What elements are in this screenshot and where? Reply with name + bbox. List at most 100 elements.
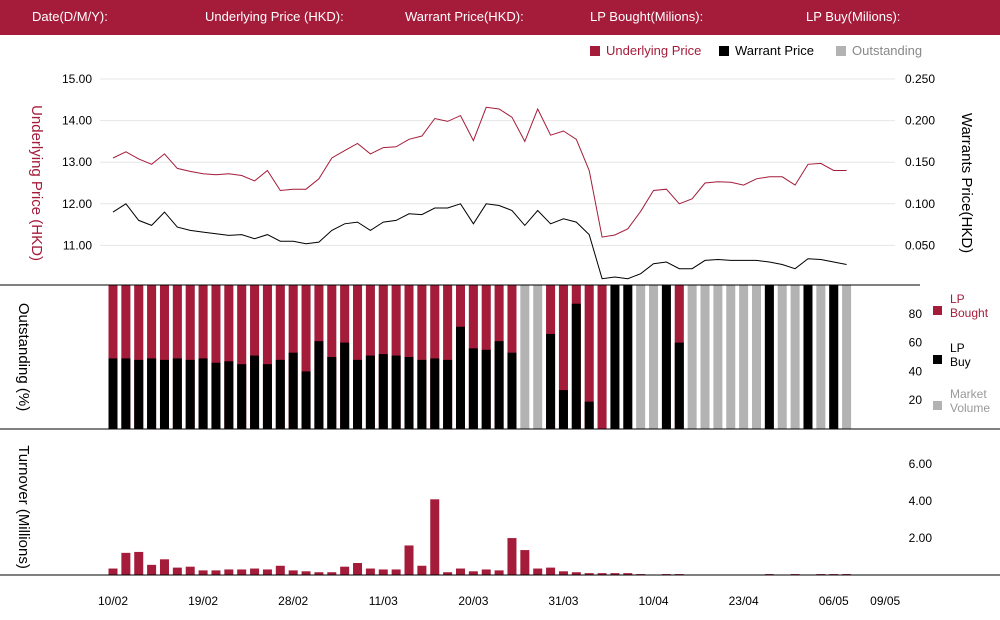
x-tick-label: 19/02 xyxy=(188,594,218,608)
legend-label: Market xyxy=(950,387,987,401)
outstanding-bar-lp-buy xyxy=(430,358,440,429)
outstanding-bar-lp-bought xyxy=(159,285,169,429)
turnover-bar xyxy=(288,570,298,575)
x-tick-label: 20/03 xyxy=(458,594,488,608)
outstanding-bar-volume xyxy=(816,285,826,429)
outstanding-bar-lp-buy xyxy=(443,359,453,429)
outstanding-bar-lp-bought xyxy=(134,285,144,429)
outstanding-bar-volume xyxy=(713,285,723,429)
outstanding-bar-lp-buy xyxy=(764,285,774,429)
outstanding-bar-lp-buy xyxy=(185,359,195,429)
header-bar: Date(D/M/Y): Underlying Price (HKD): War… xyxy=(0,0,1000,35)
turnover-bar xyxy=(404,545,414,575)
legend-swatch xyxy=(836,46,846,56)
outstanding-bar-lp-buy xyxy=(404,357,414,429)
turnover-bar xyxy=(365,568,375,575)
turnover-bar xyxy=(443,572,453,575)
legend-swatch xyxy=(719,46,729,56)
turnover-bar xyxy=(597,573,607,575)
outstanding-bar-volume xyxy=(520,285,530,429)
outstanding-bar-lp-buy xyxy=(262,364,272,429)
turnover-bar xyxy=(147,564,157,575)
warrant-price-line xyxy=(112,203,847,280)
turnover-bar xyxy=(481,569,491,575)
y-tick-left: 14.00 xyxy=(62,114,92,128)
outstanding-bar-volume xyxy=(533,285,543,429)
outstanding-bar-lp-bought xyxy=(430,285,440,429)
outstanding-bar-volume xyxy=(687,285,697,429)
turnover-bar xyxy=(584,573,594,575)
outstanding-bar-lp-buy xyxy=(378,354,388,429)
outstanding-bar-lp-bought xyxy=(211,285,221,429)
outstanding-bar-lp-buy xyxy=(803,285,813,429)
turnover-bar xyxy=(468,571,478,575)
outstanding-bar-lp-buy xyxy=(121,358,131,429)
turnover-bar xyxy=(134,551,144,575)
outstanding-bar-lp-buy xyxy=(327,357,337,429)
x-tick-label: 06/05 xyxy=(819,594,849,608)
outstanding-bar-lp-bought xyxy=(417,285,427,429)
lp-buy-label: LP Buy(Milions): xyxy=(806,9,901,24)
outstanding-bar-lp-bought xyxy=(262,285,272,429)
outstanding-bar-lp-buy xyxy=(353,359,363,429)
legend-label: LP xyxy=(950,341,965,355)
legend-label: Buy xyxy=(950,355,971,369)
outstanding-bar-lp-bought xyxy=(172,285,182,429)
y-tick-outstanding: 20 xyxy=(909,393,923,407)
y-tick-turnover: 4.00 xyxy=(909,494,933,508)
outstanding-bar-lp-bought xyxy=(237,285,247,429)
outstanding-bar-volume xyxy=(636,285,646,429)
turnover-bar xyxy=(340,566,350,575)
turnover-bar xyxy=(378,569,388,575)
outstanding-bar-lp-buy xyxy=(674,342,684,429)
outstanding-bar-lp-buy xyxy=(134,359,144,429)
turnover-bar xyxy=(546,567,556,575)
turnover-bar xyxy=(275,565,285,575)
outstanding-bar-lp-buy xyxy=(507,352,517,429)
outstanding-bar-lp-buy xyxy=(829,285,839,429)
outstanding-bar-lp-bought xyxy=(185,285,195,429)
x-tick-label: 28/02 xyxy=(278,594,308,608)
outstanding-bar-lp-buy xyxy=(250,355,260,429)
x-tick-label: 10/04 xyxy=(639,594,669,608)
outstanding-bar-lp-buy xyxy=(314,341,324,429)
outstanding-bar-lp-bought xyxy=(108,285,118,429)
x-tick-label: 11/03 xyxy=(369,594,398,608)
outstanding-bar-lp-bought xyxy=(198,285,208,429)
outstanding-bar-lp-buy xyxy=(623,285,633,429)
outstanding-bar-volume xyxy=(777,285,787,429)
outstanding-bar-lp-buy xyxy=(198,358,208,429)
outstanding-bar-lp-bought xyxy=(121,285,131,429)
y-tick-outstanding: 80 xyxy=(909,307,923,321)
lp-bought-label: LP Bought(Milions): xyxy=(590,9,704,24)
turnover-bar xyxy=(507,538,517,575)
legend-label: Bought xyxy=(950,306,989,320)
turnover-bar xyxy=(520,550,530,575)
y-tick-left: 12.00 xyxy=(62,197,92,211)
outstanding-bar-lp-bought xyxy=(584,285,594,429)
legend-swatch xyxy=(933,401,942,410)
outstanding-bar-volume xyxy=(752,285,761,429)
outstanding-bar-volume xyxy=(790,285,800,429)
legend-swatch xyxy=(933,306,942,315)
turnover-bar xyxy=(391,569,401,575)
turnover-bar xyxy=(224,569,234,575)
y-tick-left: 15.00 xyxy=(62,72,92,86)
y-tick-outstanding: 40 xyxy=(909,364,923,378)
outstanding-bar-lp-bought xyxy=(301,285,311,429)
legend-label: Outstanding xyxy=(852,43,922,58)
warrant-price-label: Warrant Price(HKD): xyxy=(405,9,524,24)
legend-label: Warrant Price xyxy=(735,43,814,58)
outstanding-bar-lp-buy xyxy=(365,355,375,429)
outstanding-bar-lp-bought xyxy=(224,285,234,429)
turnover-bar xyxy=(314,572,324,575)
turnover-bar xyxy=(211,570,221,575)
outstanding-bar-lp-buy xyxy=(468,348,478,429)
outstanding-bar-lp-buy xyxy=(481,349,491,429)
y-tick-right: 0.250 xyxy=(905,72,935,86)
y-axis-title-right: Warrants Price(HKD) xyxy=(958,113,975,253)
outstanding-bar-lp-bought xyxy=(275,285,285,429)
legend-label: LP xyxy=(950,292,965,306)
y-axis-title-left: Underlying Price (HKD) xyxy=(28,105,45,261)
outstanding-bar-lp-bought xyxy=(443,285,453,429)
